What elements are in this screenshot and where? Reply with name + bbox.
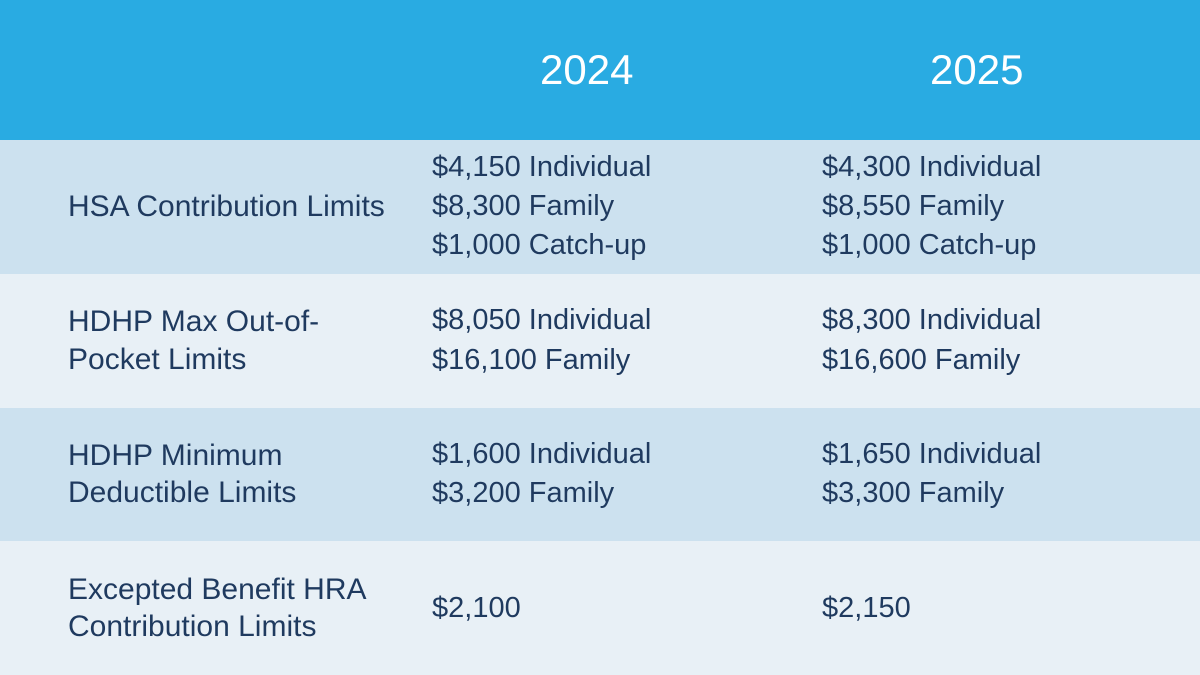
table-row: HDHP Max Out-of-Pocket Limits $8,050 Ind… [0,274,1200,408]
cell-line: $16,600 Family [822,341,1180,380]
cell-line: $3,300 Family [822,474,1180,513]
cell-line: $8,300 Individual [822,301,1180,340]
cell-line: $8,300 Family [432,187,790,226]
cell-2025: $1,650 Individual $3,300 Family [810,435,1200,513]
header-year-2024: 2024 [420,46,810,94]
cell-line: $4,150 Individual [432,148,790,187]
row-label: HDHP Minimum Deductible Limits [0,437,420,512]
cell-line: $3,200 Family [432,474,790,513]
table-header-row: 2024 2025 [0,0,1200,140]
cell-line: $2,100 [432,589,790,628]
limits-table: 2024 2025 HSA Contribution Limits $4,150… [0,0,1200,675]
row-label: HDHP Max Out-of-Pocket Limits [0,303,420,378]
table-row: HSA Contribution Limits $4,150 Individua… [0,140,1200,274]
row-label: HSA Contribution Limits [0,188,420,226]
cell-2024: $2,100 [420,589,810,628]
cell-line: $4,300 Individual [822,148,1180,187]
cell-2025: $2,150 [810,589,1200,628]
cell-line: $8,050 Individual [432,301,790,340]
cell-2024: $8,050 Individual $16,100 Family [420,301,810,379]
cell-2025: $4,300 Individual $8,550 Family $1,000 C… [810,148,1200,265]
cell-line: $2,150 [822,589,1180,628]
cell-line: $1,650 Individual [822,435,1180,474]
cell-line: $1,000 Catch-up [432,226,790,265]
cell-2025: $8,300 Individual $16,600 Family [810,301,1200,379]
table-row: HDHP Minimum Deductible Limits $1,600 In… [0,408,1200,542]
table-row: Excepted Benefit HRA Contribution Limits… [0,541,1200,675]
header-year-2025: 2025 [810,46,1200,94]
row-label: Excepted Benefit HRA Contribution Limits [0,571,420,646]
cell-line: $16,100 Family [432,341,790,380]
cell-line: $1,600 Individual [432,435,790,474]
cell-2024: $4,150 Individual $8,300 Family $1,000 C… [420,148,810,265]
cell-2024: $1,600 Individual $3,200 Family [420,435,810,513]
cell-line: $1,000 Catch-up [822,226,1180,265]
cell-line: $8,550 Family [822,187,1180,226]
